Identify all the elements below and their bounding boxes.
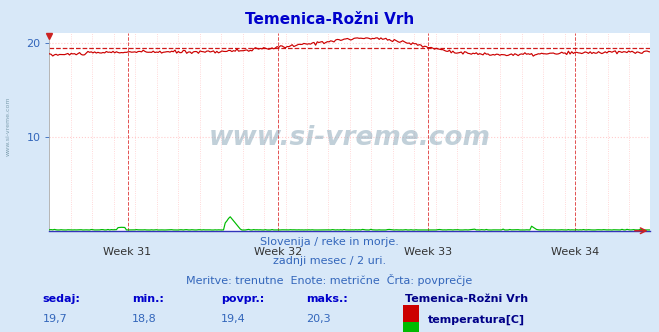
Text: Week 34: Week 34 <box>551 247 600 257</box>
Text: Meritve: trenutne  Enote: metrične  Črta: povprečje: Meritve: trenutne Enote: metrične Črta: … <box>186 274 473 286</box>
Text: Temenica-Rožni Vrh: Temenica-Rožni Vrh <box>245 12 414 27</box>
Text: 19,4: 19,4 <box>221 314 246 324</box>
Text: www.si-vreme.com: www.si-vreme.com <box>5 96 11 156</box>
Text: 18,8: 18,8 <box>132 314 157 324</box>
Text: min.:: min.: <box>132 294 163 304</box>
Text: maks.:: maks.: <box>306 294 348 304</box>
Text: zadnji mesec / 2 uri.: zadnji mesec / 2 uri. <box>273 256 386 266</box>
Text: Week 32: Week 32 <box>254 247 302 257</box>
Text: temperatura[C]: temperatura[C] <box>428 314 525 325</box>
Text: povpr.:: povpr.: <box>221 294 264 304</box>
Text: Slovenija / reke in morje.: Slovenija / reke in morje. <box>260 237 399 247</box>
Text: 19,7: 19,7 <box>43 314 68 324</box>
Text: www.si-vreme.com: www.si-vreme.com <box>209 125 491 151</box>
Text: sedaj:: sedaj: <box>43 294 80 304</box>
Text: 20,3: 20,3 <box>306 314 331 324</box>
Text: Week 33: Week 33 <box>404 247 452 257</box>
Text: Week 31: Week 31 <box>103 247 152 257</box>
Text: Temenica-Rožni Vrh: Temenica-Rožni Vrh <box>405 294 529 304</box>
